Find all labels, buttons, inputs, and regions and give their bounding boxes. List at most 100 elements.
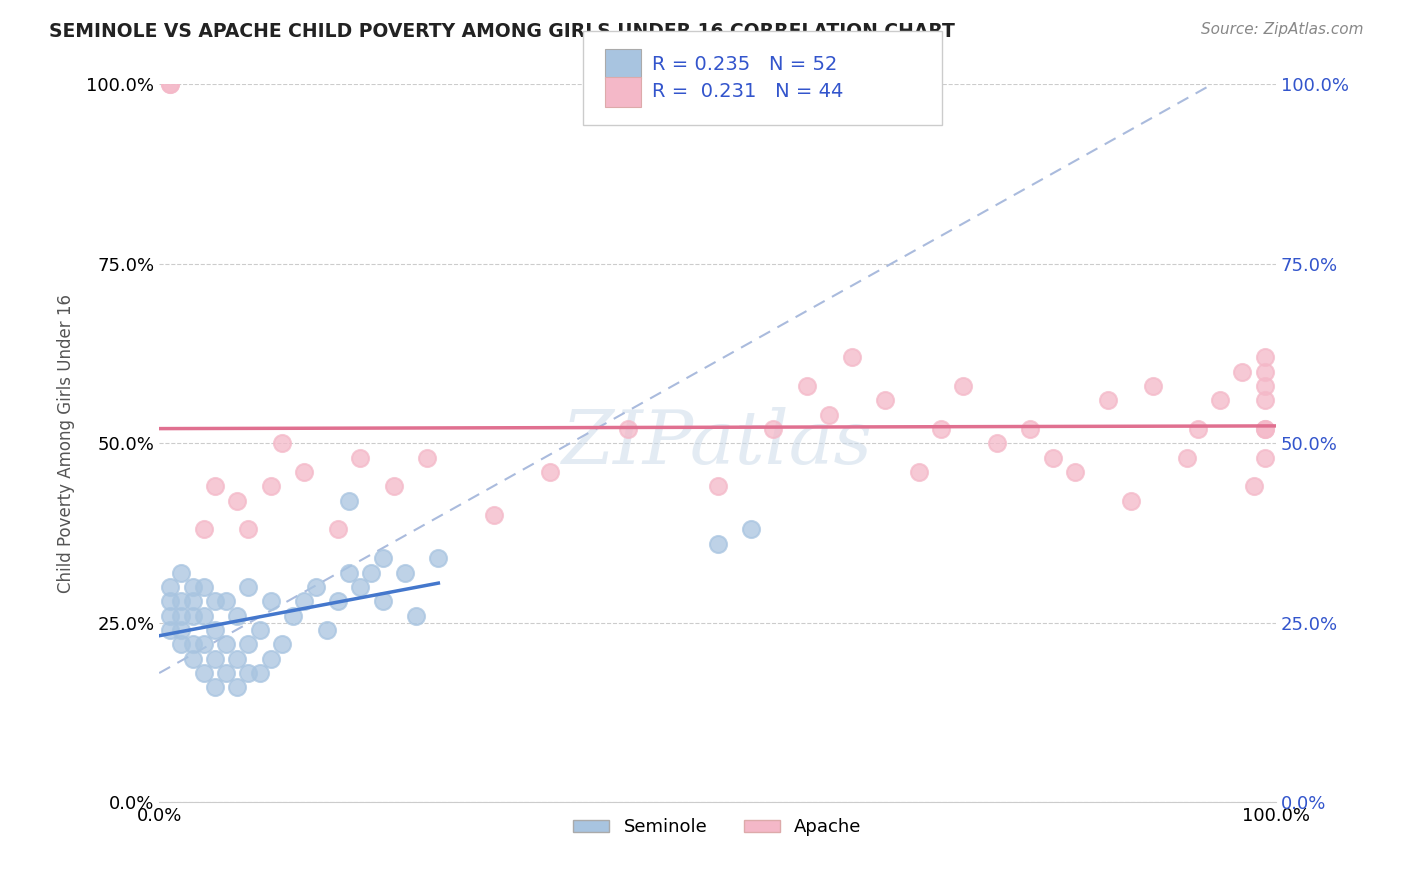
Point	[482, 508, 505, 523]
Point	[170, 637, 193, 651]
Point	[181, 651, 204, 665]
Point	[193, 666, 215, 681]
Point	[952, 379, 974, 393]
Point	[170, 623, 193, 637]
Point	[1254, 393, 1277, 408]
Point	[193, 637, 215, 651]
Point	[1209, 393, 1232, 408]
Point	[204, 594, 226, 608]
Point	[249, 623, 271, 637]
Point	[159, 78, 181, 92]
Text: R = 0.235   N = 52: R = 0.235 N = 52	[652, 54, 838, 74]
Text: ZIPatlas: ZIPatlas	[562, 407, 873, 480]
Point	[292, 465, 315, 479]
Point	[170, 566, 193, 580]
Point	[427, 551, 450, 566]
Point	[1254, 350, 1277, 364]
Point	[1254, 422, 1277, 436]
Point	[226, 608, 249, 623]
Point	[416, 450, 439, 465]
Point	[1042, 450, 1064, 465]
Point	[1142, 379, 1164, 393]
Point	[193, 523, 215, 537]
Point	[304, 580, 326, 594]
Point	[349, 450, 371, 465]
Point	[260, 651, 283, 665]
Point	[193, 608, 215, 623]
Point	[1187, 422, 1209, 436]
Point	[159, 594, 181, 608]
Point	[1119, 493, 1142, 508]
Point	[170, 608, 193, 623]
Point	[762, 422, 785, 436]
Point	[181, 580, 204, 594]
Point	[249, 666, 271, 681]
Point	[181, 608, 204, 623]
Point	[405, 608, 427, 623]
Point	[326, 594, 349, 608]
Point	[1243, 479, 1265, 493]
Point	[907, 465, 929, 479]
Point	[706, 479, 728, 493]
Point	[873, 393, 896, 408]
Point	[215, 637, 238, 651]
Point	[193, 580, 215, 594]
Point	[271, 436, 294, 450]
Point	[204, 681, 226, 695]
Point	[796, 379, 818, 393]
Point	[394, 566, 416, 580]
Point	[170, 594, 193, 608]
Point	[238, 637, 260, 651]
Point	[1097, 393, 1119, 408]
Point	[841, 350, 863, 364]
Point	[260, 594, 283, 608]
Point	[226, 681, 249, 695]
Point	[226, 493, 249, 508]
Point	[204, 623, 226, 637]
Point	[238, 580, 260, 594]
Point	[929, 422, 952, 436]
Point	[1254, 379, 1277, 393]
Point	[226, 651, 249, 665]
Point	[706, 537, 728, 551]
Point	[1232, 365, 1254, 379]
Point	[1175, 450, 1198, 465]
Legend: Seminole, Apache: Seminole, Apache	[567, 811, 869, 844]
Text: Source: ZipAtlas.com: Source: ZipAtlas.com	[1201, 22, 1364, 37]
Point	[1254, 365, 1277, 379]
Point	[360, 566, 382, 580]
Point	[371, 551, 394, 566]
Point	[238, 523, 260, 537]
Point	[818, 408, 841, 422]
Point	[371, 594, 394, 608]
Point	[260, 479, 283, 493]
Y-axis label: Child Poverty Among Girls Under 16: Child Poverty Among Girls Under 16	[58, 293, 75, 593]
Point	[204, 479, 226, 493]
Point	[740, 523, 762, 537]
Point	[159, 78, 181, 92]
Point	[283, 608, 305, 623]
Point	[617, 422, 640, 436]
Point	[538, 465, 561, 479]
Point	[315, 623, 337, 637]
Point	[215, 666, 238, 681]
Point	[1254, 422, 1277, 436]
Point	[181, 594, 204, 608]
Point	[271, 637, 294, 651]
Point	[181, 637, 204, 651]
Point	[337, 493, 360, 508]
Point	[349, 580, 371, 594]
Point	[159, 580, 181, 594]
Point	[337, 566, 360, 580]
Point	[204, 651, 226, 665]
Point	[1254, 450, 1277, 465]
Point	[215, 594, 238, 608]
Point	[1019, 422, 1042, 436]
Point	[238, 666, 260, 681]
Point	[382, 479, 405, 493]
Point	[159, 608, 181, 623]
Point	[1064, 465, 1087, 479]
Text: SEMINOLE VS APACHE CHILD POVERTY AMONG GIRLS UNDER 16 CORRELATION CHART: SEMINOLE VS APACHE CHILD POVERTY AMONG G…	[49, 22, 955, 41]
Point	[159, 623, 181, 637]
Point	[986, 436, 1008, 450]
